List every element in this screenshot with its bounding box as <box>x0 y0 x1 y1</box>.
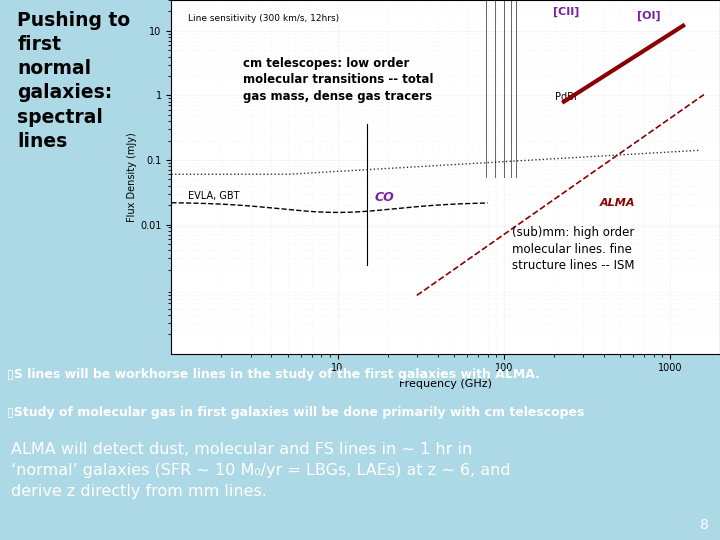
Text: [OI]: [OI] <box>637 11 660 21</box>
Y-axis label: Flux Density (mJy): Flux Density (mJy) <box>127 132 138 222</box>
Text: cm telescopes: low order
molecular transitions -- total
gas mass, dense gas trac: cm telescopes: low order molecular trans… <box>243 57 433 103</box>
Text: ALMA: ALMA <box>599 198 635 208</box>
Text: [CII]: [CII] <box>553 7 580 17</box>
Text: 8: 8 <box>701 517 709 531</box>
Text: (sub)mm: high order
molecular lines. fine
structure lines -- ISM: (sub)mm: high order molecular lines. fin… <box>511 226 634 272</box>
Text: Pushing to
first
normal
galaxies:
spectral
lines: Pushing to first normal galaxies: spectr… <box>17 11 130 151</box>
Text: PdBI: PdBI <box>555 92 577 102</box>
Text: Line sensitivity (300 km/s, 12hrs): Line sensitivity (300 km/s, 12hrs) <box>188 14 339 23</box>
Text: ▯Study of molecular gas in first galaxies will be done primarily with cm telesco: ▯Study of molecular gas in first galaxie… <box>7 407 585 420</box>
Text: ALMA will detect dust, molecular and FS lines in ~ 1 hr in
‘normal’ galaxies (SF: ALMA will detect dust, molecular and FS … <box>11 442 510 499</box>
Text: EVLA, GBT: EVLA, GBT <box>188 191 239 201</box>
X-axis label: Frequency (GHz): Frequency (GHz) <box>399 379 492 389</box>
Text: ▯S lines will be workhorse lines in the study of the first galaxies with ALMA.: ▯S lines will be workhorse lines in the … <box>7 368 540 381</box>
Text: CO: CO <box>374 191 394 204</box>
